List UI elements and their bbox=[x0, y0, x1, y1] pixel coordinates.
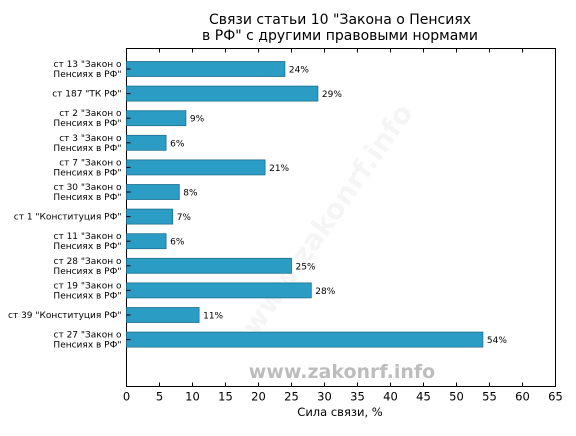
x-tick-label: 25 bbox=[284, 390, 299, 404]
chart-title-line-1: Связи статьи 10 "Закона о Пенсиях bbox=[209, 12, 471, 28]
category-label: Пенсиях в РФ" bbox=[53, 119, 121, 129]
bar-value-label: 24% bbox=[289, 66, 309, 76]
bar bbox=[126, 85, 319, 102]
x-tick-label: 60 bbox=[515, 390, 530, 404]
category-label: ст 2 "Закон о bbox=[59, 109, 122, 119]
x-axis-ticks: 0 5 10 15 20 25 30 35 40 45 50 55 60 65 bbox=[123, 48, 563, 404]
bar-value-label: 7% bbox=[177, 213, 192, 223]
category-label: Пенсиях в РФ" bbox=[53, 193, 121, 203]
category-label: Пенсиях в РФ" bbox=[53, 242, 121, 252]
category-label: ст 30 "Закон о bbox=[54, 183, 122, 193]
category-label: ст 1 "Конституция РФ" bbox=[14, 213, 122, 223]
bar bbox=[126, 134, 167, 151]
bar-value-label: 6% bbox=[170, 139, 185, 149]
category-label: Пенсиях в РФ" bbox=[53, 267, 121, 277]
bar-value-label: 54% bbox=[487, 336, 507, 346]
bar-value-label: 28% bbox=[315, 287, 335, 297]
bar-value-label: 25% bbox=[296, 262, 316, 272]
category-label: ст 187 "ТК РФ" bbox=[52, 90, 121, 100]
bar-value-label: 9% bbox=[190, 115, 205, 125]
x-tick-label: 30 bbox=[317, 390, 332, 404]
category-label: ст 7 "Закон о bbox=[59, 158, 122, 168]
chart-title-line-2: в РФ" с другими правовыми нормами bbox=[202, 28, 478, 44]
x-tick-label: 55 bbox=[482, 390, 497, 404]
bar bbox=[126, 307, 200, 323]
bar bbox=[126, 331, 484, 348]
category-label: ст 11 "Закон о bbox=[54, 232, 122, 242]
bar bbox=[126, 159, 266, 176]
category-label: Пенсиях в РФ" bbox=[53, 144, 121, 154]
bar-value-label: 21% bbox=[269, 164, 289, 174]
bar-value-label: 8% bbox=[183, 189, 198, 199]
bar-value-label: 11% bbox=[203, 312, 223, 322]
category-label: Пенсиях в РФ" bbox=[53, 291, 121, 301]
x-tick-label: 15 bbox=[218, 390, 233, 404]
x-axis-label: Сила связи, % bbox=[297, 405, 382, 419]
watermark: www.zakonrf.info bbox=[249, 361, 435, 383]
bar bbox=[126, 184, 180, 200]
category-label: ст 39 "Конституция РФ" bbox=[8, 311, 121, 321]
x-tick-label: 45 bbox=[416, 390, 431, 404]
category-label: Пенсиях в РФ" bbox=[53, 168, 121, 178]
category-label: Пенсиях в РФ" bbox=[53, 341, 121, 351]
bar-value-label: 6% bbox=[170, 238, 185, 248]
bar bbox=[126, 61, 286, 77]
x-tick-label: 65 bbox=[548, 390, 563, 404]
x-tick-label: 0 bbox=[123, 390, 130, 404]
x-tick-label: 35 bbox=[350, 390, 365, 404]
x-tick-label: 40 bbox=[383, 390, 398, 404]
x-tick-label: 20 bbox=[251, 390, 266, 404]
category-label: ст 19 "Закон о bbox=[54, 281, 122, 291]
watermark-diagonal-text: www.zakonrf.info bbox=[235, 98, 420, 342]
x-tick-label: 5 bbox=[156, 390, 163, 404]
bar bbox=[126, 110, 187, 127]
category-label: Пенсиях в РФ" bbox=[53, 70, 121, 80]
x-tick-label: 50 bbox=[449, 390, 464, 404]
bar-value-label: 29% bbox=[322, 90, 342, 100]
x-tick-label: 10 bbox=[185, 390, 200, 404]
bar bbox=[126, 257, 292, 274]
bar bbox=[126, 208, 174, 225]
category-label: ст 13 "Закон о bbox=[54, 60, 122, 70]
category-label: ст 3 "Закон о bbox=[59, 134, 122, 144]
category-label: ст 28 "Закон о bbox=[54, 257, 122, 267]
bar bbox=[126, 282, 312, 299]
category-label: ст 27 "Закон о bbox=[54, 331, 122, 341]
bar bbox=[126, 233, 167, 250]
watermark-diagonal: www.zakonrf.info bbox=[235, 98, 420, 342]
